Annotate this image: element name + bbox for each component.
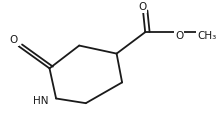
Text: O: O	[9, 35, 18, 45]
Text: HN: HN	[33, 96, 48, 106]
Text: CH₃: CH₃	[197, 31, 216, 40]
Text: O: O	[175, 31, 183, 40]
Text: O: O	[138, 2, 146, 12]
